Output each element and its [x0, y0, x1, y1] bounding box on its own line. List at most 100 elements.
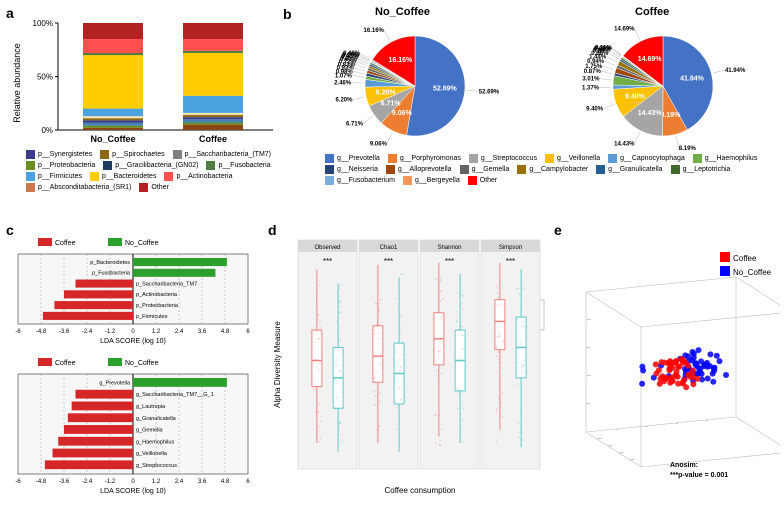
alpha-diversity-boxplots: Alpha Diversity Measure Coffee consumptio…	[270, 232, 548, 497]
svg-text:Chao1: Chao1	[380, 245, 398, 251]
svg-text:p_Proteobacteria: p_Proteobacteria	[136, 303, 179, 309]
svg-text:Shannon: Shannon	[437, 245, 461, 251]
svg-text:No_Coffee: No_Coffee	[733, 268, 772, 277]
svg-text:16.16%: 16.16%	[364, 28, 385, 34]
svg-text:***: ***	[384, 257, 393, 266]
lda-phylum: CoffeeNo_Coffee-6-4.8-3.6-2.4-1.201.22.4…	[8, 236, 258, 346]
svg-text:0.11%: 0.11%	[595, 46, 612, 52]
svg-text:4.8: 4.8	[221, 329, 230, 335]
svg-text:9.06%: 9.06%	[392, 110, 413, 117]
svg-text:41.94%: 41.94%	[680, 75, 705, 82]
svg-text:100%: 100%	[33, 19, 53, 28]
legend-item: g__Capnocytophaga	[608, 154, 685, 163]
svg-text:Coffee: Coffee	[55, 240, 76, 247]
legend-item: p__Firmicutes	[26, 172, 82, 181]
svg-text:9.06%: 9.06%	[370, 142, 388, 148]
pie-coffee: 41.94%41.94%8.19%8.19%14.43%14.43%9.40%9…	[533, 21, 773, 151]
legend-item: g__Porphyromonas	[388, 154, 461, 163]
svg-text:Anosim:: Anosim:	[670, 462, 698, 469]
svg-text:50%: 50%	[37, 73, 53, 82]
svg-text:2.46%: 2.46%	[334, 80, 352, 86]
legend-item: g__Campylobacter	[517, 165, 588, 174]
pcoa-3d-scatter: Coffee No_Coffee Anosim: ***p-value = 0.001	[556, 232, 780, 497]
svg-text:g_Haemophilus: g_Haemophilus	[136, 439, 174, 445]
svg-text:No_Coffee: No_Coffee	[125, 360, 158, 367]
legend-item: g__Gemella	[460, 165, 510, 174]
svg-text:Alpha Diversity Measure: Alpha Diversity Measure	[273, 321, 282, 408]
svg-text:8.19%: 8.19%	[660, 112, 681, 119]
legend-item: p__Absconditabacteria_(SR1)	[26, 183, 131, 192]
legend-item: g__Neisseria	[325, 165, 378, 174]
svg-text:-6: -6	[15, 329, 21, 335]
legend-item: p__Spirochaetes	[100, 150, 165, 159]
legend-item: p__Gracilibacteria_(GN02)	[103, 161, 198, 170]
panel-d: d Alpha Diversity MeasureCoffee consumpt…	[270, 222, 548, 497]
svg-text:Observed: Observed	[314, 245, 340, 251]
svg-text:p_Firmicutes: p_Firmicutes	[136, 314, 168, 320]
stacked-bar-chart: Relative abundance0%50%100%No_CoffeeCoff…	[8, 18, 278, 148]
svg-text:-1.2: -1.2	[105, 329, 116, 335]
svg-text:52.69%: 52.69%	[433, 86, 458, 93]
svg-text:g_Saccharibacteria_TM7__G_1: g_Saccharibacteria_TM7__G_1	[136, 392, 214, 398]
legend-item: g__Fusobacterium	[325, 176, 395, 185]
svg-text:-4.8: -4.8	[36, 329, 47, 335]
legend-item: g__Granulicatella	[596, 165, 662, 174]
svg-text:-4.8: -4.8	[36, 479, 47, 485]
svg-text:***: ***	[445, 257, 454, 266]
svg-text:LDA SCORE (log 10): LDA SCORE (log 10)	[100, 338, 166, 345]
svg-text:g_Streptococcus: g_Streptococcus	[136, 463, 177, 469]
svg-text:14.69%: 14.69%	[638, 56, 663, 63]
svg-text:0: 0	[131, 329, 135, 335]
svg-text:p_Actinobacteria: p_Actinobacteria	[136, 292, 178, 298]
legend-item: Other	[468, 176, 498, 185]
panel-c: c CoffeeNo_Coffee-6-4.8-3.6-2.4-1.201.22…	[8, 222, 258, 497]
svg-text:9.40%: 9.40%	[625, 94, 646, 101]
legend-item: g__Prevotella	[325, 154, 380, 163]
svg-text:3.01%: 3.01%	[582, 77, 600, 83]
svg-text:0%: 0%	[41, 126, 53, 135]
svg-text:6.71%: 6.71%	[346, 121, 364, 127]
svg-text:2.4: 2.4	[175, 479, 184, 485]
panel-a-legend: p__Synergistetes p__Spirochaetes p__Saccha…	[26, 150, 276, 192]
svg-text:***: ***	[323, 257, 332, 266]
panel-b: b No_Coffee Coffee 52.69%52.69%9.06%9.06…	[285, 6, 779, 206]
svg-text:Coffee: Coffee	[733, 254, 757, 263]
legend-item: p__Synergistetes	[26, 150, 92, 159]
svg-text:2.4: 2.4	[175, 329, 184, 335]
svg-text:1.2: 1.2	[152, 329, 161, 335]
svg-text:-3.6: -3.6	[59, 329, 70, 335]
legend-item: g__Bergeyella	[403, 176, 460, 185]
svg-text:Simpson: Simpson	[499, 245, 522, 251]
svg-text:3.6: 3.6	[198, 479, 207, 485]
svg-text:41.94%: 41.94%	[725, 68, 746, 74]
legend-item: p__Bacteroidetes	[90, 172, 156, 181]
legend-item: g__Haemophilus	[693, 154, 758, 163]
pie-no-coffee: 52.69%52.69%9.06%9.06%6.71%6.71%6.20%6.2…	[285, 21, 525, 151]
svg-text:Coffee consumption: Coffee consumption	[384, 486, 455, 495]
legend-item: p__Saccharibacteria_(TM7)	[173, 150, 271, 159]
svg-text:6: 6	[246, 479, 250, 485]
svg-text:g_Prevotella: g_Prevotella	[99, 380, 131, 386]
legend-item: g__Streptococcus	[469, 154, 537, 163]
svg-text:***p-value = 0.001: ***p-value = 0.001	[670, 472, 728, 479]
svg-text:6.71%: 6.71%	[381, 100, 402, 107]
svg-text:No_Coffee: No_Coffee	[125, 240, 158, 247]
svg-text:4.8: 4.8	[221, 479, 230, 485]
svg-text:Coffee: Coffee	[199, 134, 227, 144]
legend-item: p__Actinobacteria	[164, 172, 232, 181]
svg-text:14.43%: 14.43%	[638, 110, 663, 117]
svg-text:g_Gemella: g_Gemella	[136, 428, 164, 434]
svg-text:16.16%: 16.16%	[389, 57, 414, 64]
svg-text:p_Fusobacteria: p_Fusobacteria	[92, 271, 131, 277]
panel-b-legend: g__Prevotella g__Porphyromonas g__Streptoc…	[325, 154, 765, 185]
svg-text:-2.4: -2.4	[82, 479, 93, 485]
svg-text:52.69%: 52.69%	[479, 89, 500, 95]
svg-text:3.6: 3.6	[198, 329, 207, 335]
svg-text:6: 6	[246, 329, 250, 335]
legend-item: Other	[139, 183, 169, 192]
svg-text:9.40%: 9.40%	[586, 107, 604, 113]
svg-text:-3.6: -3.6	[59, 479, 70, 485]
svg-text:LDA SCORE (log 10): LDA SCORE (log 10)	[100, 488, 166, 495]
svg-text:p_Bacteroidetes: p_Bacteroidetes	[90, 260, 130, 266]
svg-text:-1.2: -1.2	[105, 479, 116, 485]
